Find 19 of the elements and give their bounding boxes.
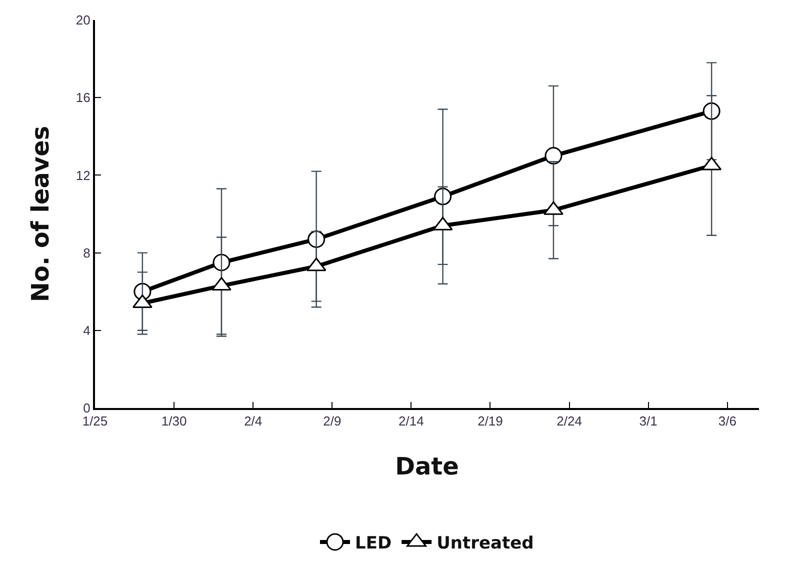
x-tick-label: 1/30 [161, 414, 187, 429]
legend-label: LED [355, 534, 392, 554]
x-tick-label: 2/19 [478, 414, 503, 429]
x-tick-label: 2/14 [398, 414, 424, 429]
y-tick-label: 16 [76, 90, 90, 106]
x-tick-label: 1/25 [82, 414, 108, 429]
y-tick-label: 4 [83, 322, 90, 338]
x-tick-label: 2/24 [556, 414, 582, 429]
y-tick-label: 8 [83, 245, 90, 260]
x-axis-title: Date [395, 452, 459, 480]
x-tick-label: 2/4 [244, 414, 262, 429]
x-tick-label: 3/1 [639, 414, 658, 429]
x-tick-label: 2/9 [323, 414, 342, 429]
legend-label: Untreated [436, 534, 534, 554]
y-tick-label: 20 [76, 12, 90, 28]
y-tick-label: 0 [83, 400, 90, 416]
y-axis-title: No. of leaves [26, 126, 55, 302]
y-tick-label: 12 [76, 168, 90, 183]
x-tick-label: 3/6 [718, 414, 736, 429]
